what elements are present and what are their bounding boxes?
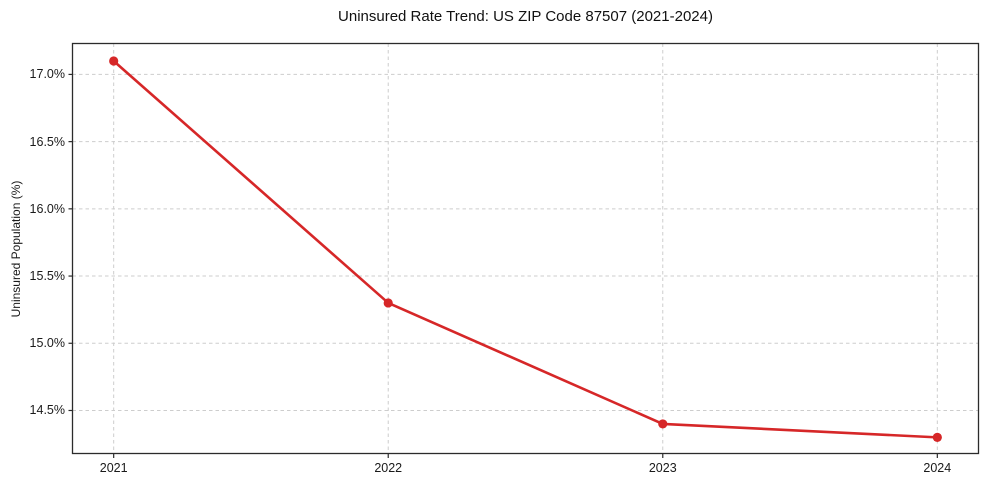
y-tick-label: 15.5% — [29, 269, 65, 284]
plot-frame — [71, 42, 980, 455]
y-tick-label: 16.0% — [29, 201, 65, 216]
x-tick-label: 2023 — [648, 461, 677, 475]
chart-title: Uninsured Rate Trend: US ZIP Code 87507 … — [338, 8, 713, 25]
data-point-marker — [109, 56, 119, 66]
y-tick-label: 16.5% — [29, 134, 65, 149]
data-point-marker — [932, 432, 942, 442]
y-tick-label: 15.0% — [29, 336, 65, 351]
data-point-marker — [658, 419, 668, 429]
x-tick-label: 2024 — [923, 461, 952, 475]
x-tick-label: 2021 — [99, 461, 128, 475]
y-tick-label: 17.0% — [29, 67, 65, 82]
series-line — [112, 59, 939, 439]
data-point-marker — [383, 298, 393, 308]
y-tick-label: 14.5% — [29, 403, 65, 418]
x-tick-label: 2022 — [374, 461, 403, 475]
